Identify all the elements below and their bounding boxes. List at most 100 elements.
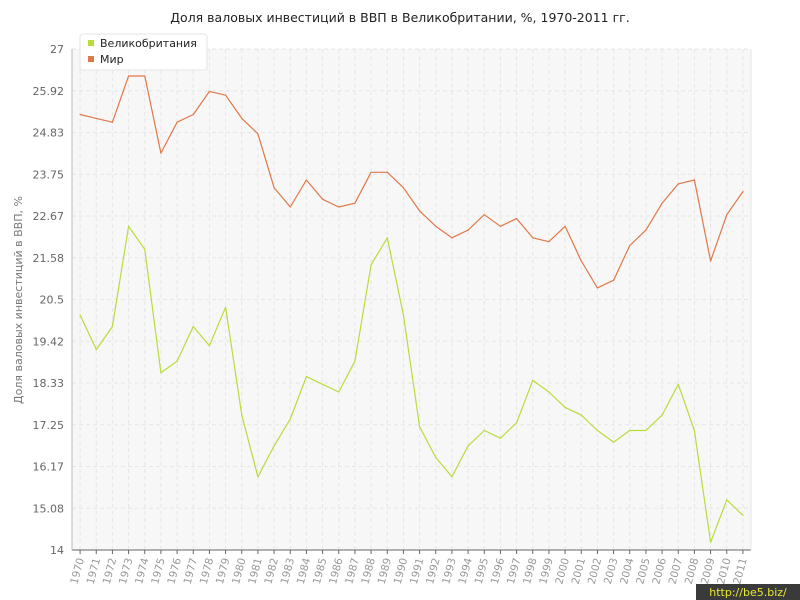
series-1-point bbox=[661, 202, 663, 204]
series-line-1 bbox=[79, 75, 744, 289]
series-0-point bbox=[354, 360, 356, 362]
series-1-point bbox=[176, 121, 178, 123]
legend[interactable]: Великобритания Мир bbox=[79, 33, 208, 71]
series-lines bbox=[79, 75, 744, 543]
series-0-point bbox=[257, 476, 259, 478]
series-1-point bbox=[451, 237, 453, 239]
legend-label-uk[interactable]: Великобритания bbox=[100, 37, 197, 50]
series-1-point bbox=[742, 190, 744, 193]
series-1-point bbox=[241, 117, 243, 119]
series-1-point bbox=[208, 90, 211, 92]
y-tick-label: 23.75 bbox=[33, 168, 65, 181]
series-0-point bbox=[111, 325, 114, 328]
series-0-point bbox=[192, 325, 194, 328]
series-0-point bbox=[273, 445, 275, 447]
series-0-point bbox=[289, 418, 291, 420]
series-0-point bbox=[580, 414, 582, 416]
x-tick-labels: 1970197119721973197419751976197719781979… bbox=[68, 550, 750, 586]
series-0-point bbox=[160, 372, 162, 374]
series-0-point bbox=[224, 306, 227, 308]
series-1-point bbox=[257, 133, 259, 135]
series-0-point bbox=[499, 437, 502, 439]
series-1-point bbox=[305, 179, 308, 181]
series-0-point bbox=[370, 264, 372, 266]
series-1-point bbox=[467, 229, 469, 231]
series-1-point bbox=[127, 75, 130, 77]
series-0-point bbox=[483, 429, 485, 432]
series-1-point bbox=[645, 229, 647, 231]
series-1-point bbox=[321, 198, 324, 200]
series-0-point bbox=[548, 391, 550, 393]
series-1-point bbox=[580, 260, 582, 262]
y-tick-label: 14 bbox=[50, 544, 64, 557]
series-0-point bbox=[645, 429, 647, 432]
y-tick-label: 27 bbox=[50, 43, 64, 56]
series-1-point bbox=[612, 279, 615, 281]
chart-title: Доля валовых инвестиций в ВВП в Великобр… bbox=[170, 10, 629, 25]
series-0-point bbox=[435, 456, 437, 459]
y-tick-label: 18.33 bbox=[33, 377, 65, 390]
series-0-point bbox=[742, 514, 744, 516]
series-1-point bbox=[354, 202, 356, 204]
watermark[interactable]: http://be5.biz/ bbox=[696, 584, 800, 600]
y-tick-label: 22.67 bbox=[33, 210, 65, 223]
series-1-point bbox=[224, 94, 227, 96]
series-0-point bbox=[629, 429, 631, 432]
series-0-point bbox=[95, 349, 97, 351]
series-1-point bbox=[499, 225, 502, 227]
series-1-point bbox=[693, 179, 696, 181]
y-tick-label: 19.42 bbox=[33, 335, 65, 348]
y-axis-label: Доля валовых инвестиций в ВВП, % bbox=[12, 196, 25, 404]
y-tick-labels: 14 15.08 16.17 17.25 18.33 19.42 20.5 21.58 22.6… bbox=[33, 43, 65, 557]
series-0-point bbox=[693, 429, 696, 432]
series-0-point bbox=[305, 375, 308, 378]
series-1-point bbox=[111, 121, 114, 123]
series-1-point bbox=[418, 210, 421, 212]
series-1-point bbox=[370, 171, 372, 173]
series-0-point bbox=[79, 314, 81, 316]
series-1-point bbox=[79, 113, 81, 116]
series-1-point bbox=[483, 214, 485, 216]
y-tick-label: 15.08 bbox=[33, 502, 65, 515]
series-1-point bbox=[435, 225, 437, 227]
y-tick-label: 17.25 bbox=[33, 419, 65, 432]
series-1-point bbox=[596, 287, 599, 289]
series-1-point bbox=[548, 241, 550, 243]
series-0-point bbox=[386, 237, 388, 239]
series-1-point bbox=[532, 237, 534, 239]
watermark-text[interactable]: http://be5.biz/ bbox=[709, 586, 787, 599]
series-0-point bbox=[402, 314, 405, 316]
series-1-point bbox=[515, 217, 518, 220]
y-tick-label: 16.17 bbox=[33, 461, 65, 474]
legend-box bbox=[79, 33, 208, 71]
x-tick-label: 2011 bbox=[731, 557, 750, 586]
legend-swatch-uk bbox=[88, 40, 94, 46]
y-tick-label: 20.5 bbox=[40, 294, 65, 307]
series-1-point bbox=[273, 187, 275, 189]
series-1-point bbox=[160, 152, 162, 154]
series-0-point bbox=[532, 379, 534, 382]
series-0-point bbox=[321, 383, 324, 385]
series-1-point bbox=[402, 187, 405, 189]
series-1-point bbox=[726, 214, 728, 216]
legend-label-world[interactable]: Мир bbox=[100, 53, 124, 66]
series-1-point bbox=[95, 117, 97, 119]
y-tick-label: 24.83 bbox=[33, 127, 65, 140]
series-0-point bbox=[144, 248, 146, 250]
series-0-point bbox=[241, 414, 243, 416]
axes bbox=[71, 49, 752, 551]
y-tick-label: 21.58 bbox=[33, 252, 65, 265]
series-0-point bbox=[564, 406, 566, 409]
series-0-point bbox=[467, 445, 469, 447]
series-0-point bbox=[127, 225, 130, 227]
horizontal-gridlines bbox=[72, 48, 751, 509]
series-0-point bbox=[515, 422, 518, 424]
series-1-point bbox=[192, 113, 194, 116]
series-0-point bbox=[338, 391, 340, 393]
series-line-0 bbox=[79, 225, 744, 543]
series-1-point bbox=[338, 206, 340, 208]
series-1-point bbox=[386, 171, 388, 173]
series-0-point bbox=[176, 360, 178, 362]
series-0-point bbox=[612, 441, 615, 443]
series-0-point bbox=[208, 345, 211, 347]
